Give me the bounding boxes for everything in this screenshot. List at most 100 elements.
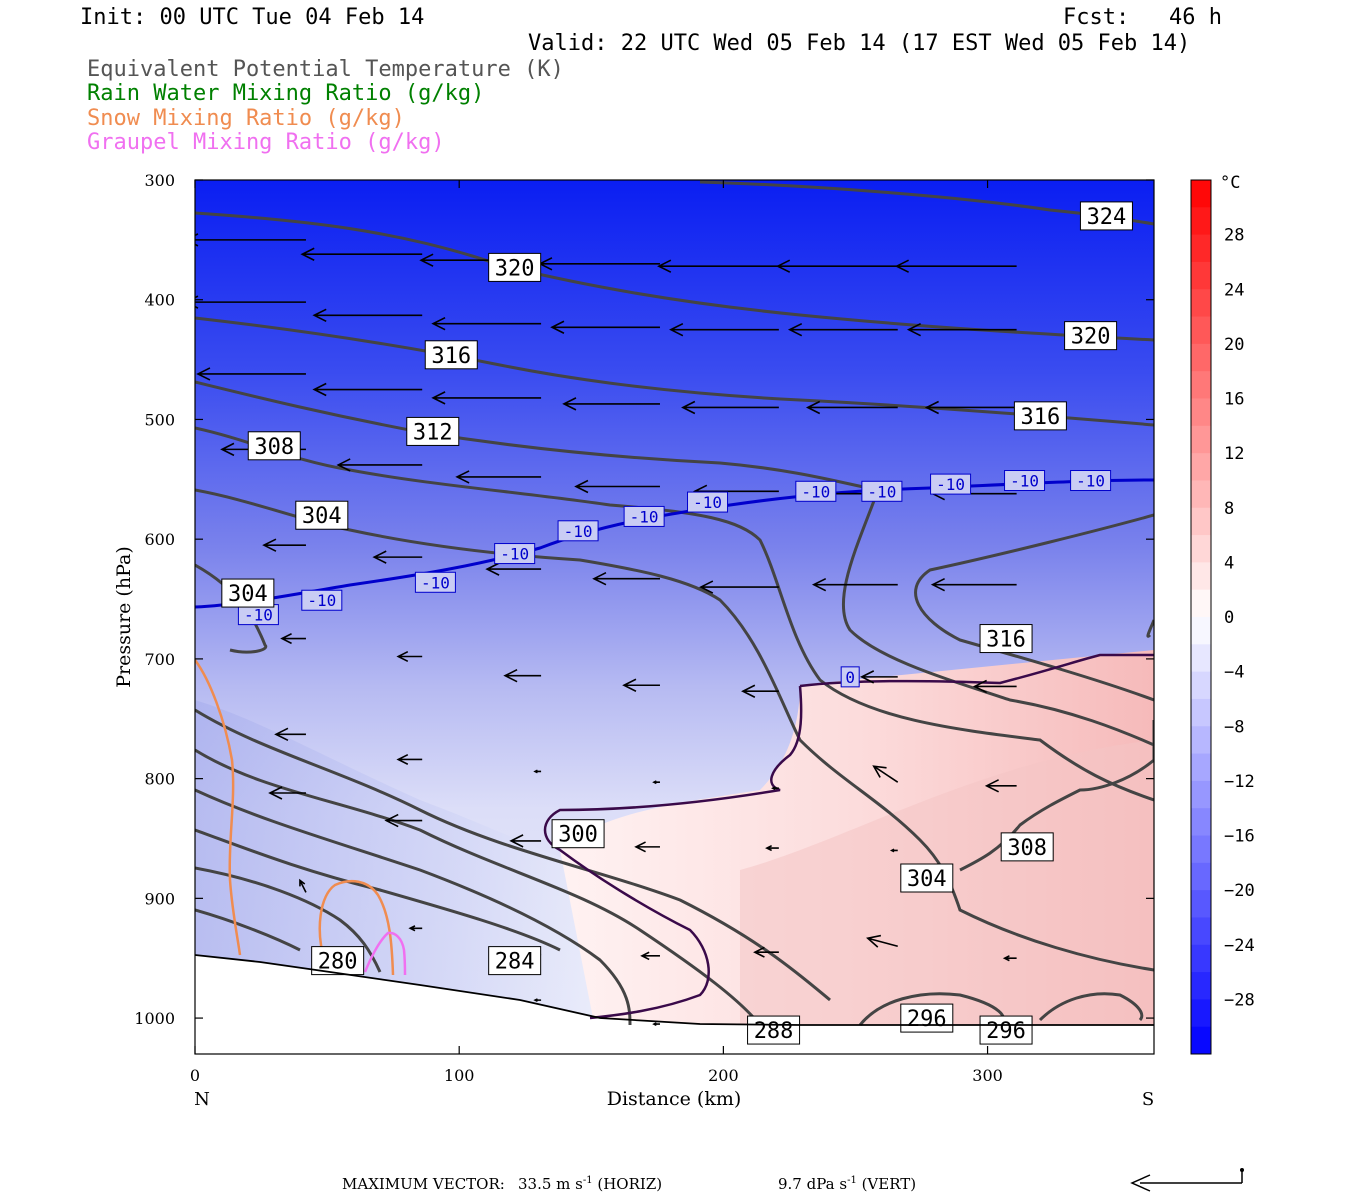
- theta-e-label: 316: [986, 628, 1026, 653]
- colorbar-swatch: [1191, 999, 1211, 1028]
- theta-e-contour: [914, 513, 1154, 702]
- isotherm-label-box: [623, 505, 665, 527]
- wind-arrow: [741, 684, 779, 698]
- theta-e-label-box: [247, 431, 301, 461]
- wind-vectors: [195, 233, 1017, 1026]
- forecast-hour: Fcst: 46 h: [1063, 5, 1222, 30]
- colorbar-swatch: [1191, 507, 1211, 536]
- wind-arrow: [195, 295, 306, 309]
- y-tick-label: 400: [144, 291, 175, 310]
- theta-e-label-box: [1000, 832, 1054, 862]
- y-tick-label: 600: [144, 530, 175, 549]
- isotherm-label-box: [414, 571, 456, 593]
- wind-arrow: [455, 470, 542, 484]
- colorbar-swatch: [1191, 753, 1211, 782]
- theta-e-contour: [195, 488, 1154, 972]
- wind-arrow: [300, 247, 423, 261]
- theta-e-label-box: [1064, 321, 1118, 351]
- colorbar-unit: °C: [1220, 173, 1240, 193]
- x-tick-label: 100: [444, 1066, 475, 1085]
- wind-arrow: [336, 458, 423, 472]
- wind-arrow: [408, 925, 423, 932]
- wind-arrow: [972, 679, 1017, 694]
- isotherm-label-box: [557, 520, 599, 542]
- theta-e-contour: [195, 866, 382, 973]
- colorbar-swatch: [1191, 726, 1211, 755]
- valid-time: Valid: 22 UTC Wed 05 Feb 14 (17 EST Wed …: [528, 31, 1191, 56]
- theta-e-label-box: [979, 1015, 1033, 1045]
- theta-e-label: 288: [754, 1019, 794, 1044]
- theta-e-label-box: [747, 1015, 801, 1045]
- isotherm-label: -10: [801, 482, 830, 501]
- wind-arrow: [396, 753, 423, 765]
- theta-e-label-box: [488, 946, 542, 976]
- isotherm-label: 0: [845, 668, 855, 687]
- colorbar-tick-label: −12: [1224, 772, 1255, 792]
- isotherm-label: -10: [936, 475, 965, 494]
- colorbar-frame: [1190, 179, 1212, 1055]
- colorbar-swatch: [1191, 207, 1211, 236]
- theta-e-label-box: [424, 340, 478, 370]
- legend-graupel: Graupel Mixing Ratio (g/kg): [87, 130, 445, 155]
- snow-contour: [195, 659, 242, 956]
- wind-arrow: [984, 779, 1017, 793]
- colorbar-tick-label: 24: [1224, 280, 1244, 300]
- isotherm-label-box: [687, 491, 729, 513]
- theta-e-contour: [195, 748, 762, 1026]
- isotherm-0-lower: [543, 685, 803, 1020]
- terrain-line: [194, 954, 1154, 1026]
- theta-e-label: 304: [302, 504, 342, 529]
- wind-arrow: [280, 633, 306, 645]
- colorbar-tick-label: −20: [1224, 881, 1255, 901]
- y-tick-label: 700: [144, 650, 175, 669]
- y-tick-label: 500: [144, 410, 175, 429]
- y-axis: 300 400 500 600 700 800 900 1000: [134, 171, 1154, 1028]
- colorbar-tick-label: 4: [1224, 553, 1234, 573]
- theta-e-label: 300: [558, 823, 598, 848]
- theta-e-labels: 324 320 320 316 316 312 308 304 304 316 300 308 304 2…: [221, 201, 1133, 1045]
- x-tick-label: 300: [972, 1066, 1003, 1085]
- y-tick-label: 300: [144, 171, 175, 190]
- wind-arrow: [1002, 955, 1017, 962]
- colorbar-tick-label: 0: [1224, 608, 1234, 628]
- colorbar-tick-label: −16: [1224, 827, 1255, 847]
- wind-arrow: [299, 878, 307, 893]
- wind-arrow: [509, 834, 542, 848]
- isotherm-label: -10: [244, 606, 273, 625]
- colorbar-swatch: [1191, 480, 1211, 509]
- wind-arrow: [622, 678, 660, 692]
- wind-arrow: [634, 841, 660, 853]
- wind-arrow: [699, 580, 779, 594]
- wind-arrow: [533, 769, 542, 774]
- wind-arrow: [503, 668, 542, 683]
- wind-arrow: [669, 322, 779, 337]
- theta-e-label: 324: [1087, 205, 1127, 230]
- isotherm-label: -10: [867, 482, 896, 501]
- isotherm-label: -10: [307, 591, 336, 610]
- wind-arrow: [775, 259, 898, 273]
- theta-e-label: 320: [1071, 325, 1111, 350]
- theta-e-contour: [195, 426, 1154, 802]
- wind-arrow: [894, 259, 1017, 273]
- colorbar-tick-label: −24: [1224, 936, 1255, 956]
- theta-e-contour: [195, 788, 632, 1026]
- wind-arrow: [866, 934, 898, 948]
- isotherm-label: -10: [500, 545, 529, 564]
- colorbar-swatch: [1191, 617, 1211, 645]
- wind-arrow: [771, 786, 779, 791]
- wind-arrow: [431, 316, 542, 331]
- wind-arrow: [652, 1022, 660, 1026]
- colorbar: 28 24 20 16 12 8 4 0 −4 −8 −12 −16 −20 −24 −28: [1190, 179, 1255, 1055]
- colorbar-swatch: [1191, 453, 1211, 481]
- theta-e-contour: [195, 316, 1154, 427]
- wind-arrow: [859, 670, 898, 684]
- theta-e-contour: [195, 828, 561, 952]
- y-axis-label: Pressure (hPa): [113, 546, 135, 688]
- isotherm-label: -10: [564, 522, 593, 541]
- theta-e-label: 308: [1007, 836, 1047, 861]
- theta-e-label-box: [221, 578, 275, 608]
- wind-arrow: [805, 400, 898, 415]
- legend-theta-e: Equivalent Potential Temperature (K): [87, 57, 564, 82]
- colorbar-swatch: [1191, 289, 1211, 318]
- theta-e-label-box: [900, 863, 954, 893]
